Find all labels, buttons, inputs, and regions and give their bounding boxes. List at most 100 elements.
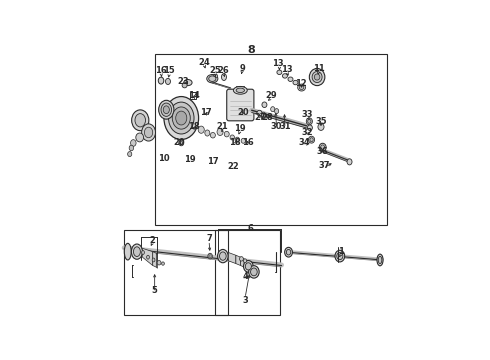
Text: 14: 14 bbox=[188, 91, 199, 100]
Ellipse shape bbox=[309, 68, 325, 86]
Text: 20: 20 bbox=[238, 108, 249, 117]
Ellipse shape bbox=[320, 145, 324, 149]
Ellipse shape bbox=[162, 262, 164, 265]
Ellipse shape bbox=[262, 102, 267, 108]
Ellipse shape bbox=[314, 74, 320, 80]
Polygon shape bbox=[143, 248, 153, 266]
Ellipse shape bbox=[308, 120, 311, 123]
Ellipse shape bbox=[163, 106, 170, 114]
Ellipse shape bbox=[180, 141, 183, 144]
Ellipse shape bbox=[319, 143, 326, 151]
Ellipse shape bbox=[378, 256, 382, 264]
Text: 10: 10 bbox=[158, 154, 170, 163]
Polygon shape bbox=[236, 255, 241, 266]
Ellipse shape bbox=[172, 107, 190, 129]
Text: 22: 22 bbox=[227, 162, 239, 171]
Text: 21: 21 bbox=[216, 122, 228, 131]
Text: 6: 6 bbox=[247, 224, 253, 233]
Ellipse shape bbox=[161, 103, 172, 116]
Ellipse shape bbox=[210, 132, 216, 138]
Text: 36: 36 bbox=[316, 147, 328, 156]
Text: 31: 31 bbox=[279, 122, 291, 131]
Ellipse shape bbox=[244, 259, 246, 263]
Ellipse shape bbox=[182, 83, 187, 88]
Ellipse shape bbox=[282, 74, 288, 78]
FancyBboxPatch shape bbox=[227, 89, 254, 121]
Ellipse shape bbox=[337, 252, 343, 260]
Text: 19: 19 bbox=[234, 124, 246, 133]
Ellipse shape bbox=[124, 243, 131, 260]
Text: 16: 16 bbox=[155, 66, 167, 75]
Ellipse shape bbox=[208, 253, 212, 259]
Polygon shape bbox=[156, 253, 157, 268]
Text: 35: 35 bbox=[315, 117, 327, 126]
Ellipse shape bbox=[198, 126, 204, 133]
Ellipse shape bbox=[230, 135, 235, 140]
Bar bbox=[215, 230, 280, 315]
Text: 18: 18 bbox=[229, 138, 241, 147]
Text: 23: 23 bbox=[177, 77, 189, 86]
Text: 13: 13 bbox=[281, 65, 293, 74]
Ellipse shape bbox=[136, 133, 144, 142]
Ellipse shape bbox=[157, 261, 161, 265]
Text: 9: 9 bbox=[240, 64, 245, 73]
Ellipse shape bbox=[250, 268, 257, 276]
Text: 2: 2 bbox=[150, 235, 156, 244]
Text: 26: 26 bbox=[218, 66, 229, 75]
Ellipse shape bbox=[244, 261, 253, 272]
Ellipse shape bbox=[285, 247, 293, 257]
Ellipse shape bbox=[214, 74, 218, 77]
Ellipse shape bbox=[306, 118, 313, 125]
Text: 33: 33 bbox=[301, 110, 313, 119]
Text: 30: 30 bbox=[271, 122, 282, 131]
Text: 17: 17 bbox=[207, 157, 219, 166]
Ellipse shape bbox=[142, 124, 155, 141]
Ellipse shape bbox=[218, 249, 228, 263]
Ellipse shape bbox=[240, 257, 244, 261]
Text: 27: 27 bbox=[254, 113, 266, 122]
Ellipse shape bbox=[299, 86, 304, 90]
Ellipse shape bbox=[224, 131, 229, 137]
Ellipse shape bbox=[241, 138, 245, 143]
Ellipse shape bbox=[130, 140, 136, 146]
Bar bbox=[190, 92, 196, 99]
Ellipse shape bbox=[307, 125, 313, 131]
Text: 3: 3 bbox=[242, 296, 248, 305]
Text: 13: 13 bbox=[272, 59, 284, 68]
Text: 32: 32 bbox=[301, 128, 313, 137]
Ellipse shape bbox=[152, 258, 155, 262]
Ellipse shape bbox=[277, 70, 282, 75]
Text: 25: 25 bbox=[209, 66, 221, 75]
Ellipse shape bbox=[159, 100, 174, 119]
Ellipse shape bbox=[176, 111, 187, 125]
Bar bbox=[155, 54, 387, 225]
Ellipse shape bbox=[245, 263, 251, 270]
Ellipse shape bbox=[270, 107, 275, 112]
Text: 37: 37 bbox=[318, 161, 329, 170]
Ellipse shape bbox=[309, 136, 315, 143]
Text: 15: 15 bbox=[164, 66, 175, 75]
Ellipse shape bbox=[169, 102, 194, 134]
Ellipse shape bbox=[164, 96, 198, 140]
Bar bbox=[236, 86, 245, 92]
Ellipse shape bbox=[217, 128, 223, 135]
Bar bbox=[123, 230, 227, 315]
Ellipse shape bbox=[142, 251, 145, 255]
Ellipse shape bbox=[288, 77, 293, 81]
Ellipse shape bbox=[145, 127, 153, 138]
Text: 16: 16 bbox=[243, 138, 254, 147]
Text: 7: 7 bbox=[206, 234, 212, 243]
Text: 12: 12 bbox=[295, 79, 307, 88]
Text: 17: 17 bbox=[199, 108, 211, 117]
Ellipse shape bbox=[377, 254, 383, 266]
Polygon shape bbox=[228, 252, 236, 264]
Ellipse shape bbox=[318, 123, 324, 130]
Text: 1: 1 bbox=[338, 247, 344, 256]
Ellipse shape bbox=[132, 110, 149, 131]
Ellipse shape bbox=[179, 140, 184, 146]
Ellipse shape bbox=[135, 114, 146, 127]
Ellipse shape bbox=[133, 247, 140, 257]
Ellipse shape bbox=[166, 78, 171, 85]
Text: 11: 11 bbox=[313, 64, 325, 73]
Ellipse shape bbox=[248, 266, 259, 278]
